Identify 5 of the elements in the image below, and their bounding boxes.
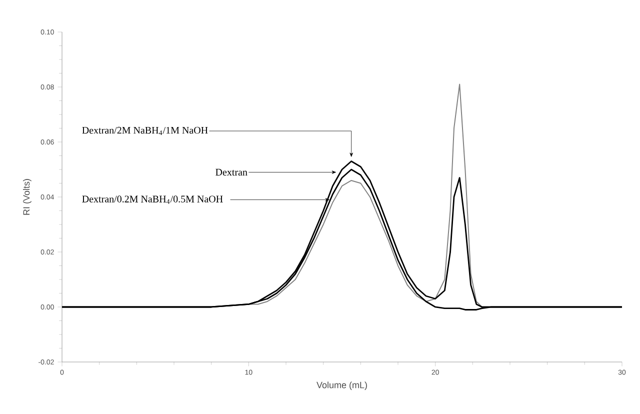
x-axis-title: Volume (mL) (316, 382, 367, 390)
y-axis-title: RI (Volts) (22, 179, 32, 215)
annotation: Dextran/2M NaBH$_{4}$/1M NaOH (82, 126, 208, 136)
annotation: Dextran/0.2M NaBH$_{4}$/0.5M NaOH (82, 196, 223, 204)
annotation: Dextran (216, 168, 248, 176)
